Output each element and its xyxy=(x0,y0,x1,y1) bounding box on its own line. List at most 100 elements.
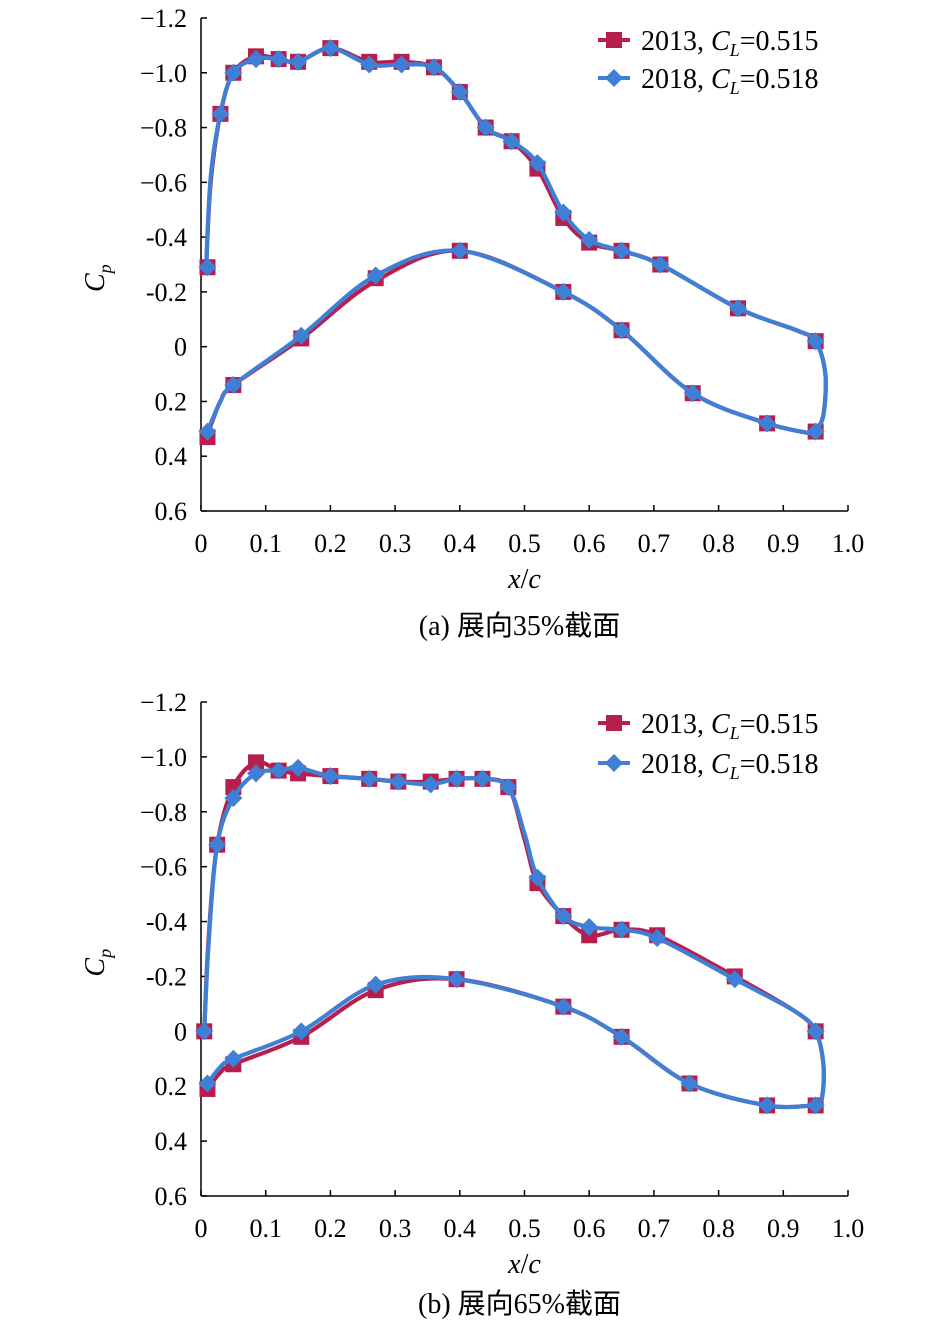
y-tick-label: -0.4 xyxy=(146,223,187,252)
y-tick-label: 0.6 xyxy=(155,1182,188,1211)
x-tick-label: 0.7 xyxy=(638,1214,671,1243)
y-tick-label: 0 xyxy=(174,1017,187,1046)
x-tick-label: 0.4 xyxy=(444,1214,477,1243)
data-point-diamond xyxy=(289,758,308,777)
panel-caption: (b) 展向65%截面 xyxy=(418,1288,621,1320)
series-line-upper xyxy=(202,765,826,1108)
y-axis-label: Cp xyxy=(80,264,115,292)
data-point-diamond xyxy=(224,1049,243,1068)
y-tick-label: 0.4 xyxy=(155,442,188,471)
panel-caption: (a) 展向35%截面 xyxy=(419,610,620,642)
data-point-diamond xyxy=(502,132,521,151)
data-point-diamond xyxy=(612,920,631,939)
data-point-diamond xyxy=(683,384,702,403)
data-point-diamond xyxy=(211,104,230,123)
data-point-diamond xyxy=(292,326,311,345)
chart-panel-b: −1.2−1.0−0.8−0.6-0.4-0.200.20.40.60 0.1 0.… xyxy=(80,688,864,1320)
y-tick-label: −1.2 xyxy=(140,688,187,717)
series-s2013 xyxy=(199,40,828,446)
x-tick-label: 0.1 xyxy=(249,529,282,558)
y-tick-label: 0.6 xyxy=(155,497,188,526)
y-tick-label: 0 xyxy=(174,333,187,362)
y-tick-label: -0.2 xyxy=(146,278,187,307)
x-tick-label: 0.2 xyxy=(314,1214,347,1243)
x-tick-label: 0.5 xyxy=(508,529,541,558)
y-tick-label: −0.6 xyxy=(140,853,187,882)
y-tick-label: −0.8 xyxy=(140,114,187,143)
data-point-diamond xyxy=(680,1074,699,1093)
y-axis-label: Cp xyxy=(80,949,115,977)
data-point-diamond xyxy=(554,997,573,1016)
data-point-diamond xyxy=(321,39,340,58)
series-line-upper xyxy=(202,759,826,1108)
series-line-upper xyxy=(204,46,828,434)
data-point-diamond xyxy=(473,769,492,788)
y-tick-label: −1.0 xyxy=(140,59,187,88)
data-point-diamond xyxy=(246,764,265,783)
data-point-diamond xyxy=(195,1022,214,1041)
data-point-diamond xyxy=(224,63,243,82)
x-tick-label: 0.6 xyxy=(573,529,606,558)
legend-label-s2018: 2018, CL=0.518 xyxy=(641,749,819,783)
data-point-diamond xyxy=(758,1096,777,1115)
legend-marker-s2018 xyxy=(605,69,623,87)
data-point-diamond xyxy=(554,282,573,301)
data-point-diamond xyxy=(389,772,408,791)
data-point-diamond xyxy=(269,761,288,780)
data-point-diamond xyxy=(198,422,217,441)
data-point-diamond xyxy=(612,321,631,340)
y-tick-label: 0.2 xyxy=(155,1072,188,1101)
data-point-diamond xyxy=(224,789,243,808)
data-point-diamond xyxy=(806,1096,825,1115)
x-tick-label: 0.5 xyxy=(508,1214,541,1243)
series-line-upper xyxy=(204,45,828,434)
data-point-diamond xyxy=(198,258,217,277)
y-tick-label: 0.2 xyxy=(155,387,188,416)
data-point-diamond xyxy=(366,975,385,994)
data-point-diamond xyxy=(499,778,518,797)
x-tick-label: 0.3 xyxy=(379,529,412,558)
data-point-diamond xyxy=(554,203,573,222)
data-point-diamond xyxy=(321,767,340,786)
y-tick-label: −0.6 xyxy=(140,168,187,197)
data-point-diamond xyxy=(421,775,440,794)
data-point-diamond xyxy=(392,55,411,74)
data-point-diamond xyxy=(447,970,466,989)
data-point-diamond xyxy=(450,82,469,101)
x-tick-label: 0.6 xyxy=(573,1214,606,1243)
y-tick-label: −1.0 xyxy=(140,743,187,772)
data-point-diamond xyxy=(729,299,748,318)
data-point-diamond xyxy=(450,241,469,260)
data-point-diamond xyxy=(806,332,825,351)
legend: 2013, CL=0.515 2018, CL=0.518 xyxy=(598,709,819,783)
data-point-diamond xyxy=(806,1022,825,1041)
x-tick-label: 0.1 xyxy=(249,1214,282,1243)
data-point-diamond xyxy=(360,769,379,788)
data-point-diamond xyxy=(246,50,265,69)
legend-label-s2013: 2013, CL=0.515 xyxy=(641,26,819,60)
y-tick-label: −1.2 xyxy=(140,4,187,33)
series-s2018 xyxy=(195,758,826,1115)
chart-panel-a: −1.2−1.0−0.8−0.6-0.4-0.200.20.40.60 0.1 0.… xyxy=(80,4,864,642)
data-point-diamond xyxy=(554,907,573,926)
data-point-diamond xyxy=(476,118,495,137)
data-point-diamond xyxy=(366,266,385,285)
legend-marker-s2018 xyxy=(605,754,623,772)
x-tick-label: 0.8 xyxy=(702,529,735,558)
x-tick-label: 0 xyxy=(195,1214,208,1243)
legend-label-s2013: 2013, CL=0.515 xyxy=(641,709,819,743)
x-tick-label: 1.0 xyxy=(832,529,865,558)
data-point-diamond xyxy=(651,255,670,274)
x-tick-label: 0.7 xyxy=(638,529,671,558)
y-tick-label: 0.4 xyxy=(155,1127,188,1156)
x-tick-label: 0.2 xyxy=(314,529,347,558)
data-point-diamond xyxy=(725,970,744,989)
data-point-diamond xyxy=(289,52,308,71)
data-point-diamond xyxy=(447,769,466,788)
x-tick-label: 0.9 xyxy=(767,1214,800,1243)
data-point-diamond xyxy=(269,50,288,69)
data-point-diamond xyxy=(758,414,777,433)
data-point-diamond xyxy=(528,154,547,173)
x-tick-label: 0.9 xyxy=(767,529,800,558)
